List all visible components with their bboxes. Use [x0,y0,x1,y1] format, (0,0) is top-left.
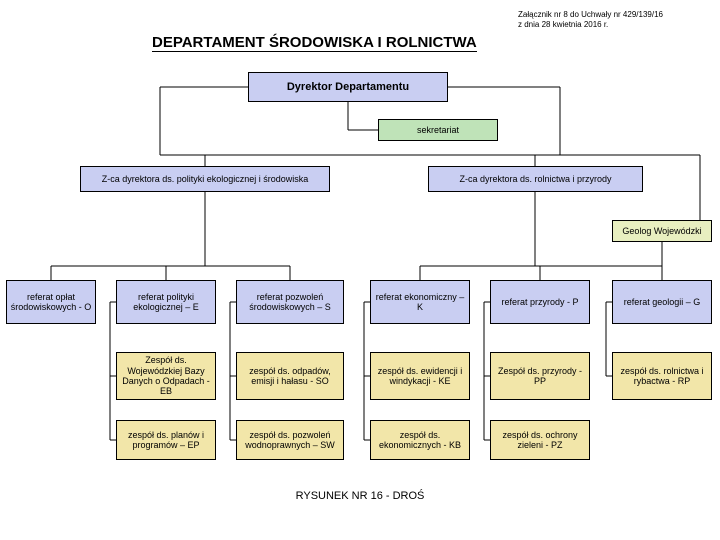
node-ref-p: referat przyrody - P [490,280,590,324]
attachment-line2: z dnia 28 kwietnia 2016 r. [518,20,608,29]
node-deputy2: Z-ca dyrektora ds. rolnictwa i przyrody [428,166,643,192]
node-team-rp: zespół ds. rolnictwa i rybactwa - RP [612,352,712,400]
footer-text: RYSUNEK NR 16 - DROŚ [270,490,450,502]
node-team-ke: zespół ds. ewidencji i windykacji - KE [370,352,470,400]
node-ref-o: referat opłat środowiskowych - O [6,280,96,324]
node-team-ep: zespół ds. planów i programów – EP [116,420,216,460]
node-ref-g: referat geologii – G [612,280,712,324]
node-director: Dyrektor Departamentu [248,72,448,102]
node-secretariat: sekretariat [378,119,498,141]
attachment-text: Załącznik nr 8 do Uchwały nr 429/139/16 … [518,10,663,29]
node-ref-e: referat polityki ekologicznej – E [116,280,216,324]
node-geolog: Geolog Wojewódzki [612,220,712,242]
node-ref-s: referat pozwoleń środowiskowych – S [236,280,344,324]
node-ref-k: referat ekonomiczny – K [370,280,470,324]
node-team-pz: zespół ds. ochrony zieleni - PZ [490,420,590,460]
node-team-kb: zespół ds. ekonomicznych - KB [370,420,470,460]
node-deputy1: Z-ca dyrektora ds. polityki ekologicznej… [80,166,330,192]
node-team-sw: zespół ds. pozwoleń wodnoprawnych – SW [236,420,344,460]
page-title: DEPARTAMENT ŚRODOWISKA I ROLNICTWA [152,34,477,52]
node-team-eb: Zespół ds. Wojewódzkiej Bazy Danych o Od… [116,352,216,400]
node-team-so: zespół ds. odpadów, emisji i hałasu - SO [236,352,344,400]
node-team-pp: Zespół ds. przyrody - PP [490,352,590,400]
attachment-line1: Załącznik nr 8 do Uchwały nr 429/139/16 [518,10,663,19]
